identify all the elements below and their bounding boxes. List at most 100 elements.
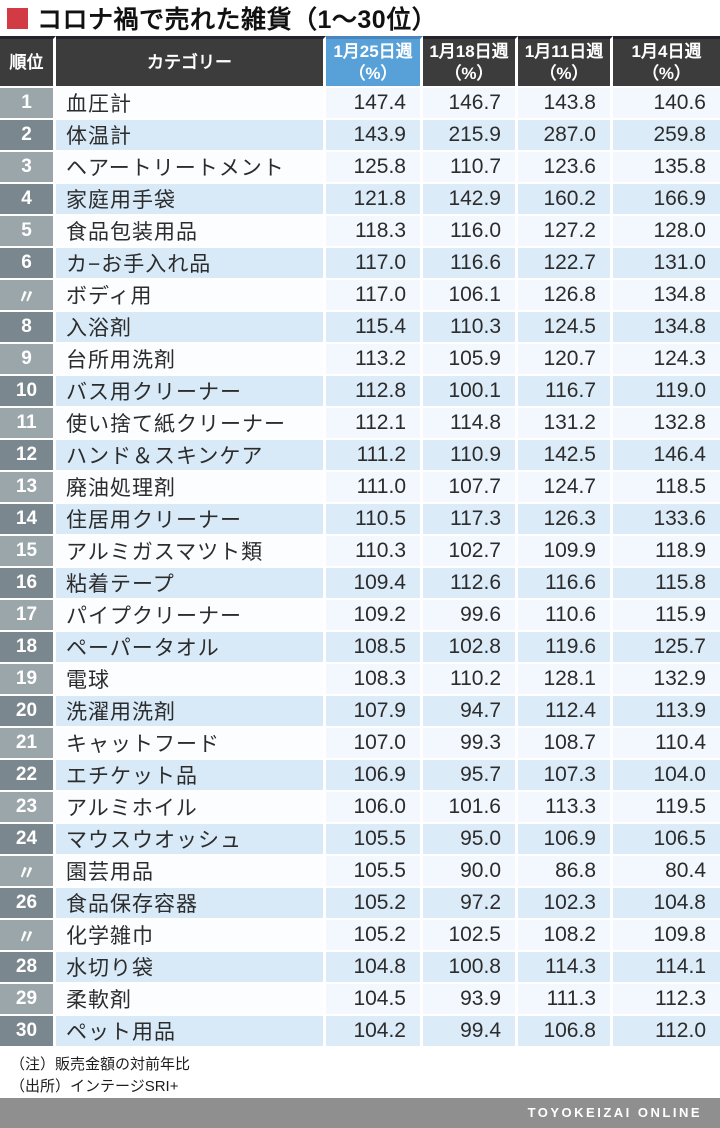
week-column-header-jan11: 1月11日週 （%） [518,36,613,88]
rank-cell: 2 [0,120,56,152]
table-row: 12 ハンド＆スキンケア 111.2 110.9 142.5 146.4 [0,440,720,472]
category-cell: パイプクリーナー [56,600,326,632]
value-cell: 90.0 [423,856,518,888]
value-cell: 113.9 [613,696,720,728]
value-cell: 121.8 [326,184,423,216]
value-cell: 134.8 [613,280,720,312]
rank-cell: 13 [0,472,56,504]
value-cell: 111.0 [326,472,423,504]
value-cell: 100.8 [423,952,518,984]
value-cell: 110.9 [423,440,518,472]
value-cell: 86.8 [518,856,613,888]
table-row: 6 カ−お手入れ品 117.0 116.6 122.7 131.0 [0,248,720,280]
table-row: 〃ボディ用 117.0 106.1 126.8 134.8 [0,280,720,312]
rank-cell: 1 [0,88,56,120]
category-column-header: カテゴリー [56,36,326,88]
value-cell: 110.7 [423,152,518,184]
category-cell: 家庭用手袋 [56,184,326,216]
value-cell: 112.0 [613,1016,720,1048]
value-cell: 107.7 [423,472,518,504]
table-row: 9 台所用洗剤 113.2 105.9 120.7 124.3 [0,344,720,376]
table-row: 30 ペット用品 104.2 99.4 106.8 112.0 [0,1016,720,1048]
value-cell: 128.0 [613,216,720,248]
value-cell: 105.5 [326,856,423,888]
value-cell: 122.7 [518,248,613,280]
value-cell: 118.9 [613,536,720,568]
value-cell: 135.8 [613,152,720,184]
value-cell: 110.4 [613,728,720,760]
value-cell: 109.2 [326,600,423,632]
footnotes: （注）販売金額の対前年比 （出所）インテージSRI+ [0,1048,720,1098]
value-cell: 108.5 [326,632,423,664]
title-bar: コロナ禍で売れた雑貨（1〜30位） [0,0,720,36]
value-cell: 120.7 [518,344,613,376]
value-cell: 142.9 [423,184,518,216]
value-cell: 132.9 [613,664,720,696]
value-cell: 110.6 [518,600,613,632]
value-cell: 106.0 [326,792,423,824]
table-header: 順位 カテゴリー 1月25日週 （%） 1月18日週 （%） 1月11日週 （%… [0,36,720,88]
value-cell: 287.0 [518,120,613,152]
value-cell: 80.4 [613,856,720,888]
page-title: コロナ禍で売れた雑貨（1〜30位） [37,6,438,34]
value-cell: 115.4 [326,312,423,344]
category-cell: ヘアートリートメント [56,152,326,184]
table-row: 14 住居用クリーナー 110.5 117.3 126.3 133.6 [0,504,720,536]
rank-cell: 24 [0,824,56,856]
table-row: 11 使い捨て紙クリーナー 112.1 114.8 131.2 132.8 [0,408,720,440]
category-cell: 血圧計 [56,88,326,120]
category-cell: 体温計 [56,120,326,152]
value-cell: 119.0 [613,376,720,408]
category-cell: 入浴剤 [56,312,326,344]
value-cell: 110.5 [326,504,423,536]
value-cell: 99.6 [423,600,518,632]
value-cell: 113.2 [326,344,423,376]
category-cell: アルミホイル [56,792,326,824]
value-cell: 112.3 [613,984,720,1016]
value-cell: 102.5 [423,920,518,952]
value-cell: 117.0 [326,280,423,312]
brand-bar: TOYOKEIZAI ONLINE [0,1097,720,1128]
rank-cell: 〃 [0,280,56,312]
category-cell: アルミガスマツト類 [56,536,326,568]
value-cell: 110.3 [326,536,423,568]
value-cell: 128.1 [518,664,613,696]
value-cell: 107.0 [326,728,423,760]
value-cell: 106.9 [518,824,613,856]
value-cell: 104.8 [613,888,720,920]
value-cell: 142.5 [518,440,613,472]
value-cell: 114.3 [518,952,613,984]
rank-cell: 23 [0,792,56,824]
value-cell: 123.6 [518,152,613,184]
rank-cell: 5 [0,216,56,248]
value-cell: 118.3 [326,216,423,248]
value-cell: 112.1 [326,408,423,440]
value-cell: 125.7 [613,632,720,664]
value-cell: 109.4 [326,568,423,600]
value-cell: 99.3 [423,728,518,760]
category-cell: カ−お手入れ品 [56,248,326,280]
value-cell: 124.5 [518,312,613,344]
value-cell: 102.8 [423,632,518,664]
rank-cell: 20 [0,696,56,728]
category-cell: ペット用品 [56,1016,326,1048]
value-cell: 116.6 [423,248,518,280]
value-cell: 115.8 [613,568,720,600]
value-cell: 131.0 [613,248,720,280]
note-line: （注）販売金額の対前年比 [10,1056,191,1073]
value-cell: 113.3 [518,792,613,824]
category-cell: キャットフード [56,728,326,760]
value-cell: 112.4 [518,696,613,728]
value-cell: 118.5 [613,472,720,504]
table-row: 1 血圧計 147.4 146.7 143.8 140.6 [0,88,720,120]
value-cell: 95.7 [423,760,518,792]
rank-cell: 16 [0,568,56,600]
value-cell: 109.9 [518,536,613,568]
table-row: 23 アルミホイル 106.0 101.6 113.3 119.5 [0,792,720,824]
category-cell: バス用クリーナー [56,376,326,408]
table-row: 〃園芸用品 105.5 90.0 86.8 80.4 [0,856,720,888]
rank-cell: 21 [0,728,56,760]
rank-cell: 22 [0,760,56,792]
table-row: 5 食品包装用品 118.3 116.0 127.2 128.0 [0,216,720,248]
